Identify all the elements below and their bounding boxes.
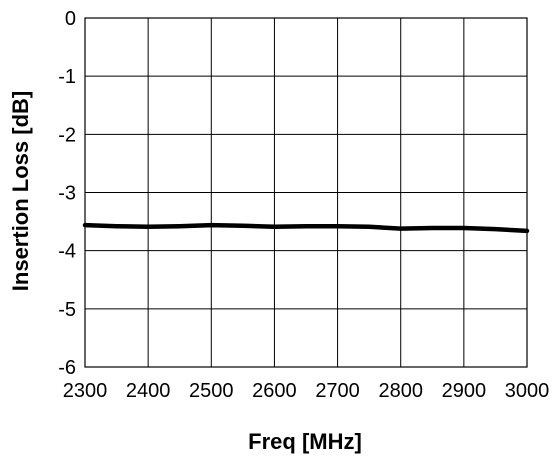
y-tick-label: -2 <box>58 124 76 146</box>
x-tick-label: 2700 <box>315 380 360 402</box>
x-tick-label: 2300 <box>63 380 108 402</box>
y-tick-label: -6 <box>58 357 76 379</box>
plot-border <box>84 17 528 368</box>
x-axis-title: Freq [MHz] <box>248 429 362 454</box>
grid <box>84 17 528 368</box>
x-tick-label: 2500 <box>189 380 234 402</box>
tick-labels: 2300 2400 2500 2600 2700 2800 2900 3000 0 -1 -2 -3 -… <box>58 8 549 402</box>
series-layer <box>82 222 530 234</box>
y-tick-label: -1 <box>58 66 76 88</box>
series-line <box>82 222 530 234</box>
y-tick-label: 0 <box>65 8 76 30</box>
x-tick-label: 2900 <box>442 380 487 402</box>
y-tick-label: -3 <box>58 183 76 205</box>
y-axis-title: Insertion Loss [dB] <box>8 91 33 291</box>
x-tick-label: 2600 <box>252 380 297 402</box>
x-tick-label: 3000 <box>505 380 550 402</box>
x-tick-label: 2400 <box>126 380 171 402</box>
y-tick-label: -4 <box>58 241 76 263</box>
x-tick-label: 2800 <box>378 380 423 402</box>
y-tick-label: -5 <box>58 299 76 321</box>
